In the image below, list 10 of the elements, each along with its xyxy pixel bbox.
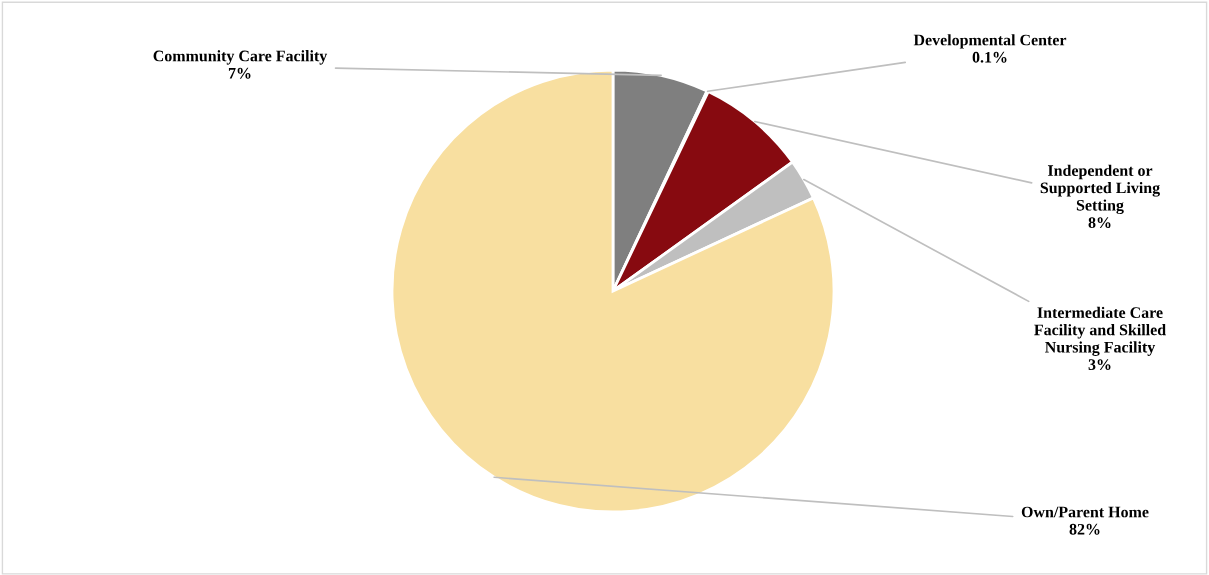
- data-label: 8%: [1088, 217, 1111, 229]
- data-label: 82%: [1069, 523, 1100, 535]
- slice-label: Developmental Center: [913, 34, 1067, 49]
- slice-label: Independent or Supported Living Setting: [1040, 164, 1160, 214]
- data-label: 3%: [1088, 359, 1111, 371]
- slice-label: Intermediate Care Facility and Skilled Nursing Facility: [1034, 306, 1166, 356]
- data-label: 0.1%: [972, 51, 1007, 63]
- slice-label: Own/Parent Home: [1021, 506, 1149, 518]
- data-label: 7%: [228, 67, 251, 79]
- slice-label: Community Care Facility: [153, 50, 328, 65]
